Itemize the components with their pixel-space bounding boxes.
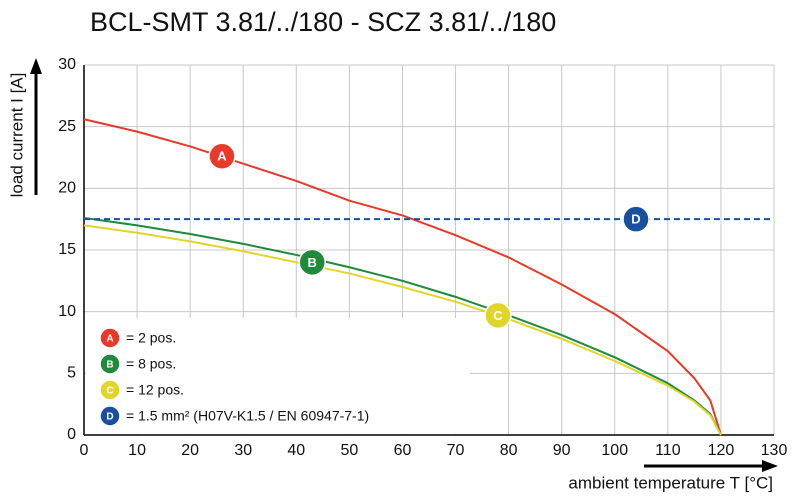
x-axis-label: ambient temperature T [°C]	[568, 473, 773, 492]
x-tick-label: 20	[181, 442, 199, 459]
y-axis-label: load current I [A]	[7, 73, 26, 198]
legend-label: = 1.5 mm² (H07V-K1.5 / EN 60947-7-1)	[126, 408, 369, 424]
x-tick-label: 50	[340, 442, 358, 459]
badge-label: D	[106, 412, 113, 423]
x-tick-label: 70	[447, 442, 465, 459]
y-tick-label: 10	[58, 303, 76, 320]
x-tick-label: 30	[234, 442, 252, 459]
series-line	[83, 216, 722, 436]
badge	[298, 248, 326, 277]
chart-title: BCL-SMT 3.81/../180 - SCZ 3.81/../180	[90, 7, 556, 37]
legend-label: = 12 pos.	[126, 382, 184, 398]
badge-label: C	[106, 386, 113, 397]
series-line	[83, 118, 722, 436]
badge	[622, 205, 650, 233]
legend-label: = 8 pos.	[126, 356, 176, 372]
x-tick-label: 130	[761, 442, 788, 459]
y-tick-label: 5	[67, 365, 76, 382]
y-tick-label: 30	[58, 56, 76, 73]
x-tick-label: 100	[601, 442, 628, 459]
x-tick-label: 60	[394, 442, 412, 459]
badge	[99, 353, 121, 375]
x-tick-label: 0	[80, 442, 89, 459]
badge	[208, 142, 236, 171]
badge-label: D	[631, 212, 640, 227]
x-tick-label: 40	[287, 442, 305, 459]
badge	[484, 301, 512, 330]
y-tick-label: 15	[58, 241, 76, 258]
x-tick-label: 110	[655, 442, 681, 459]
y-arrow-head	[30, 58, 42, 74]
y-tick-label: 25	[58, 118, 76, 135]
x-tick-label: 80	[500, 442, 518, 459]
x-arrow-head	[762, 460, 778, 472]
badge-label: A	[217, 149, 227, 164]
badge	[99, 327, 121, 349]
x-tick-label: 120	[708, 442, 735, 459]
badge-label: B	[106, 360, 113, 371]
legend-background	[86, 318, 470, 434]
y-tick-label: 20	[58, 180, 76, 197]
badge-label: C	[493, 308, 503, 323]
x-tick-label: 10	[128, 442, 146, 459]
badge-label: A	[106, 334, 113, 345]
series-line	[83, 224, 722, 436]
y-tick-label: 0	[67, 426, 76, 443]
x-tick-label: 90	[553, 442, 571, 459]
badge	[99, 405, 121, 427]
legend-label: = 2 pos.	[126, 330, 176, 346]
badge-label: B	[308, 255, 317, 270]
badge	[99, 379, 121, 401]
